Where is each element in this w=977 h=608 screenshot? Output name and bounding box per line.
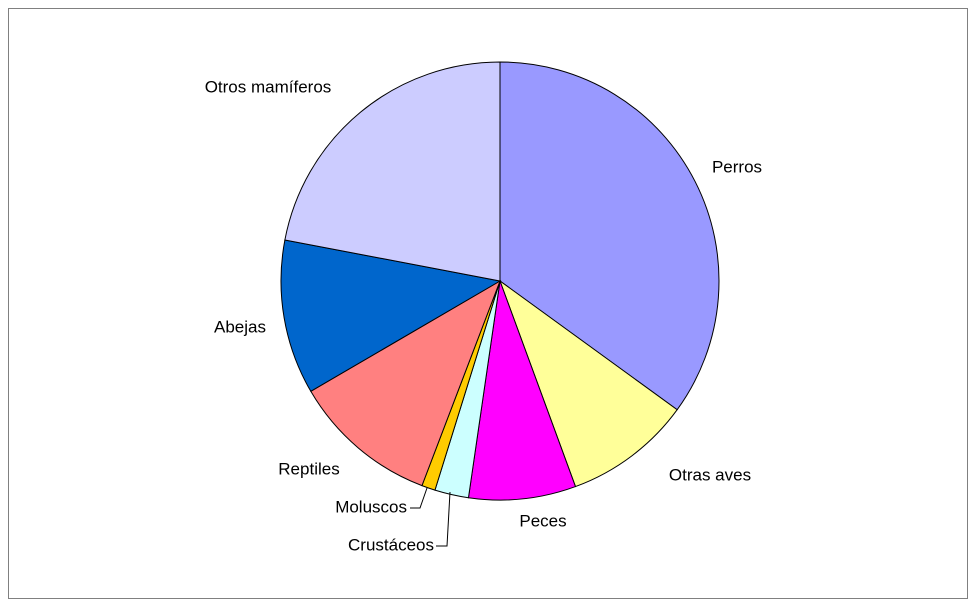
- pie-slice: [467, 280, 577, 501]
- leader-line: [436, 491, 451, 547]
- slice-label: Perros: [712, 157, 762, 176]
- slice-label: Peces: [519, 511, 566, 530]
- pie-slice: [499, 61, 720, 411]
- slice-label: Crustáceos: [348, 535, 434, 554]
- pie-slice: [498, 279, 678, 488]
- pie-slice: [310, 279, 501, 487]
- slice-label: Otros mamíferos: [205, 77, 332, 96]
- pie-slice: [284, 61, 501, 282]
- pie-slice: [280, 239, 502, 392]
- slice-label: Otras aves: [669, 465, 751, 484]
- slice-label: Reptiles: [278, 459, 339, 478]
- leader-line: [410, 487, 428, 509]
- slice-label: Moluscos: [335, 497, 407, 516]
- slice-label: Abejas: [214, 317, 266, 336]
